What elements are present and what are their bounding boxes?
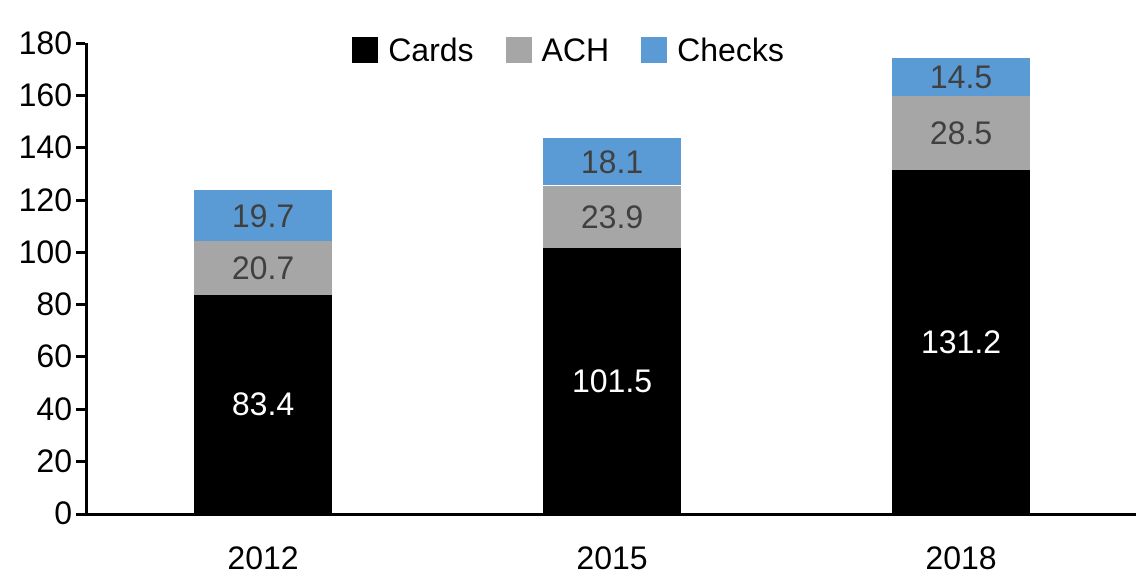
bar-segment-ach-2012: 20.7 bbox=[194, 241, 332, 295]
bar-segment-ach-2015: 23.9 bbox=[543, 186, 681, 248]
legend-label: ACH bbox=[541, 32, 610, 68]
y-tick-label: 180 bbox=[18, 25, 72, 61]
y-tick-mark bbox=[76, 198, 85, 202]
bar-value-label: 131.2 bbox=[920, 323, 1002, 360]
legend-item-ach: ACH bbox=[505, 32, 610, 68]
bar-value-label: 18.1 bbox=[580, 143, 644, 180]
y-tick-mark bbox=[76, 355, 85, 359]
legend-item-checks: Checks bbox=[641, 33, 784, 67]
bar-value-label: 28.5 bbox=[929, 115, 993, 151]
y-tick-label: 40 bbox=[36, 390, 72, 427]
y-tick-mark bbox=[76, 42, 85, 45]
y-tick-mark bbox=[76, 407, 85, 411]
legend: Cards ACH Checks bbox=[0, 33, 1136, 67]
x-axis-label-2012: 2012 bbox=[227, 540, 299, 576]
bar-segment-checks-2015: 18.1 bbox=[543, 138, 681, 185]
bar-value-label: 83.4 bbox=[231, 386, 295, 422]
bar-value-label: 20.7 bbox=[231, 250, 295, 286]
y-tick-label: 60 bbox=[36, 338, 72, 375]
bar-segment-checks-2018: 14.5 bbox=[892, 58, 1030, 96]
y-tick-mark bbox=[76, 459, 85, 463]
bar-value-label: 23.9 bbox=[580, 199, 644, 235]
y-tick-mark bbox=[76, 250, 85, 254]
y-tick-label: 80 bbox=[36, 286, 72, 323]
bar-segment-cards-2015: 101.5 bbox=[543, 248, 681, 513]
bar-segment-cards-2018: 131.2 bbox=[892, 170, 1030, 513]
y-tick-mark bbox=[76, 303, 85, 307]
bar-segment-cards-2012: 83.4 bbox=[194, 295, 332, 513]
y-tick-label: 100 bbox=[18, 233, 72, 270]
y-tick-label: 120 bbox=[18, 181, 72, 218]
bar-value-label: 19.7 bbox=[231, 197, 295, 234]
legend-swatch-icon bbox=[352, 37, 379, 63]
legend-label: Checks bbox=[677, 32, 784, 68]
y-tick-label: 20 bbox=[36, 442, 72, 479]
y-tick-label: 160 bbox=[18, 77, 72, 114]
bar-value-label: 14.5 bbox=[929, 59, 993, 95]
x-axis-label-2015: 2015 bbox=[576, 540, 648, 576]
x-axis-line bbox=[76, 513, 1136, 516]
y-axis-line bbox=[85, 43, 88, 516]
legend-swatch-icon bbox=[641, 37, 668, 63]
legend-item-cards: Cards bbox=[352, 32, 474, 68]
legend-label: Cards bbox=[388, 32, 474, 68]
y-tick-label: 0 bbox=[54, 495, 72, 531]
bar-segment-ach-2018: 28.5 bbox=[892, 96, 1030, 170]
y-tick-label: 140 bbox=[18, 129, 72, 166]
y-tick-mark bbox=[76, 94, 85, 98]
x-axis-label-2018: 2018 bbox=[925, 540, 997, 576]
y-tick-mark bbox=[76, 146, 85, 150]
bar-segment-checks-2012: 19.7 bbox=[194, 190, 332, 241]
bar-value-label: 101.5 bbox=[571, 362, 653, 399]
legend-swatch-icon bbox=[505, 37, 532, 63]
